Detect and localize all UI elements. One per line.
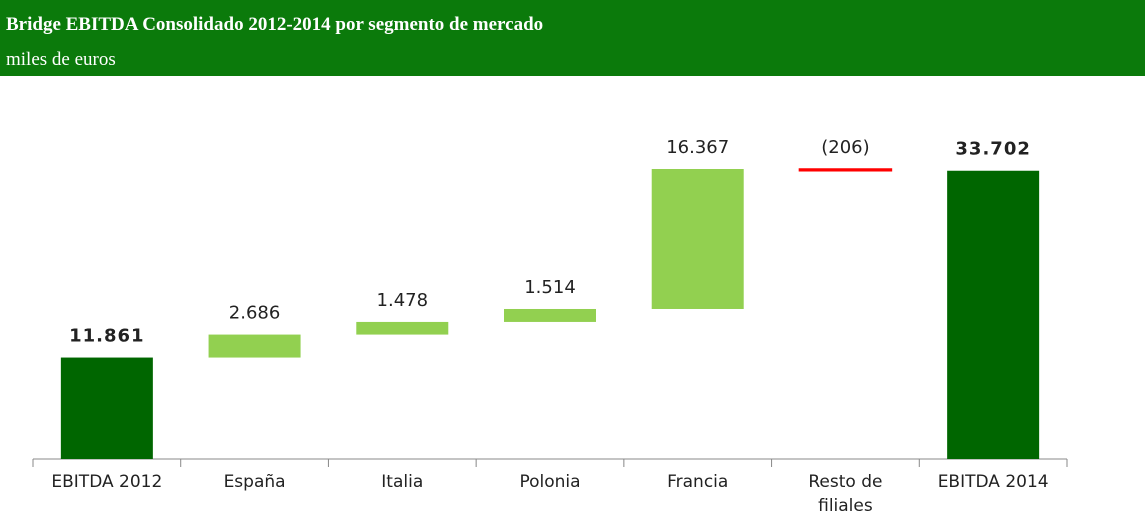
value-label: 2.686 (229, 303, 281, 324)
bar (60, 357, 153, 459)
value-label: 1.514 (524, 277, 576, 298)
x-tick-label: Francia (667, 472, 729, 492)
value-label: 33.702 (955, 139, 1030, 160)
bar (947, 170, 1040, 460)
chart-subtitle: miles de euros (6, 49, 116, 70)
bar (356, 321, 449, 335)
x-tick-label: Italia (381, 472, 424, 492)
chart-title: Bridge EBITDA Consolidado 2012-2014 por … (6, 14, 544, 35)
bar (798, 168, 893, 172)
value-label: 16.367 (666, 137, 729, 158)
bar (504, 308, 596, 322)
x-tick-label: Polonia (519, 472, 581, 492)
x-tick-label: EBITDA 2014 (937, 472, 1049, 492)
value-label: 1.478 (377, 290, 429, 311)
x-tick-label: España (223, 472, 286, 492)
x-tick-label: EBITDA 2012 (51, 472, 163, 492)
bar (208, 334, 301, 358)
header: Bridge EBITDA Consolidado 2012-2014 por … (0, 0, 1145, 76)
value-label: (206) (821, 137, 869, 158)
bar (651, 169, 744, 309)
value-label: 11.861 (69, 326, 144, 347)
x-tick-label: Resto de filiales (808, 472, 883, 516)
